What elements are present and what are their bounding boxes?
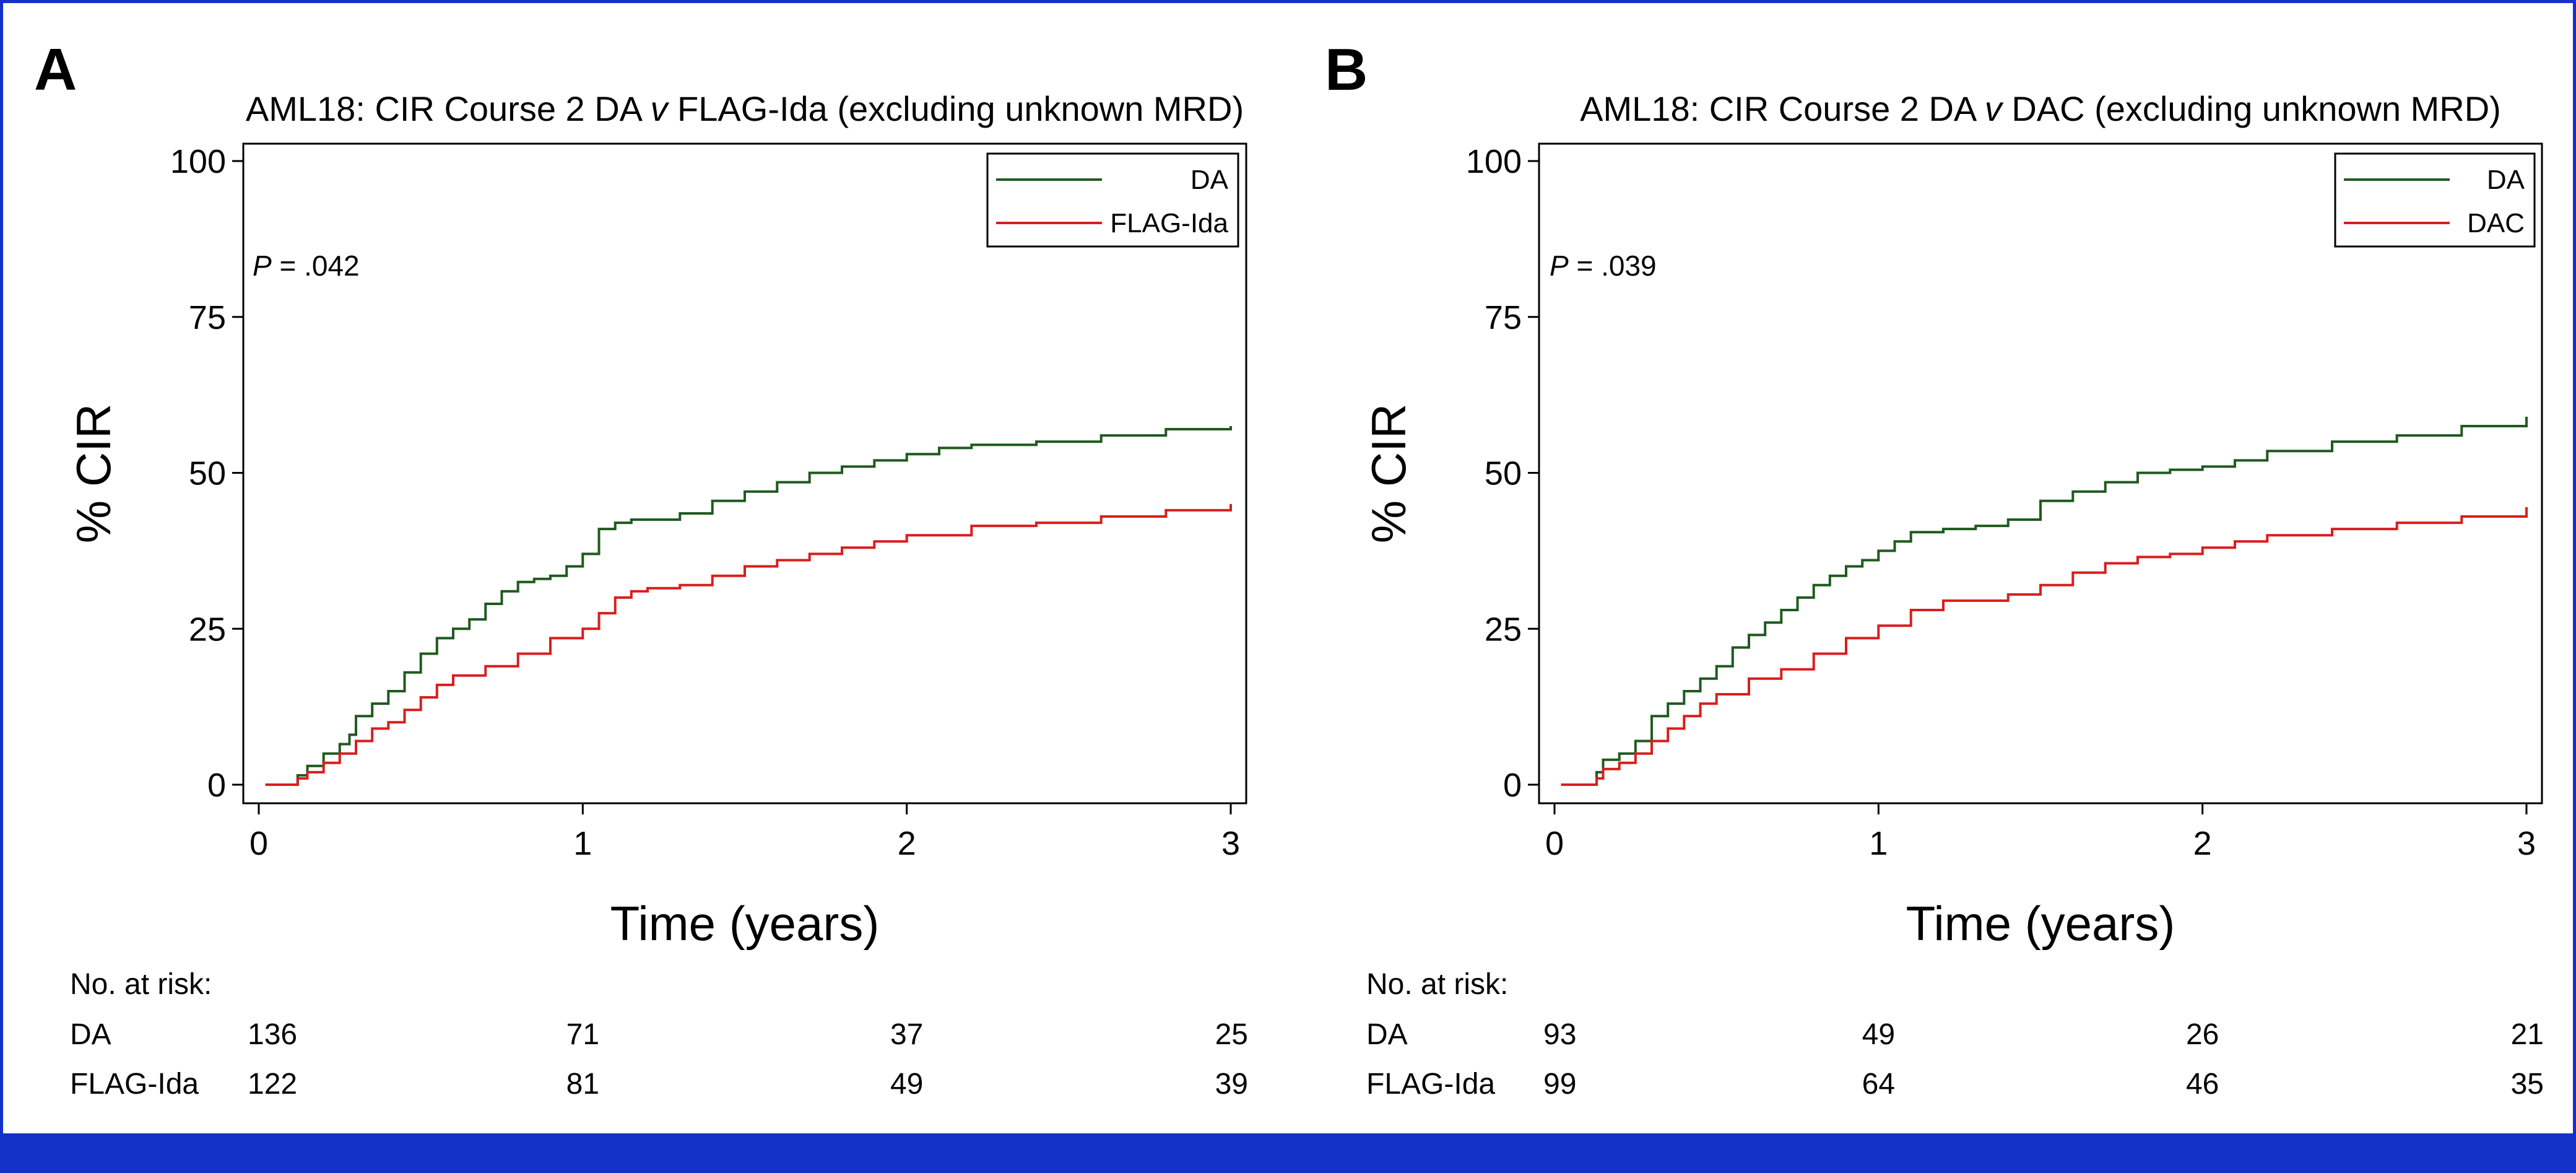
x-axis-title: Time (years) xyxy=(610,896,880,951)
risk-table-header: No. at risk: xyxy=(70,968,212,1001)
risk-cell: 81 xyxy=(566,1068,599,1101)
panel-letter: B xyxy=(1325,37,1368,103)
legend-label: DA xyxy=(2487,165,2525,195)
risk-cell: 35 xyxy=(2511,1068,2544,1101)
p-value-symbol: P xyxy=(1550,250,1569,282)
p-value-number: = .039 xyxy=(1569,250,1657,282)
x-tick-label: 2 xyxy=(898,825,916,862)
risk-row-label: DA xyxy=(70,1018,111,1051)
risk-cell: 93 xyxy=(1543,1018,1576,1051)
y-tick-label: 50 xyxy=(189,455,226,492)
legend-box xyxy=(986,152,1239,248)
p-value-number: = .042 xyxy=(272,250,360,282)
chart-title-suffix: FLAG-Ida (excluding unknown MRD) xyxy=(668,89,1244,128)
chart-panel-a: A AML18: CIR Course 2 DA v FLAG-Ida (excl… xyxy=(34,37,1248,1101)
chart-title-suffix: DAC (excluding unknown MRD) xyxy=(2002,89,2501,128)
risk-cell: 99 xyxy=(1543,1068,1576,1101)
risk-cell: 49 xyxy=(890,1068,923,1101)
risk-cell: 136 xyxy=(248,1018,297,1051)
risk-row-label: DA xyxy=(1366,1018,1408,1051)
chart-title-prefix: AML18: CIR Course 2 DA xyxy=(1580,89,1985,128)
y-tick-label: 0 xyxy=(1503,767,1522,804)
legend-box xyxy=(2334,152,2536,248)
x-tick-label: 3 xyxy=(2517,825,2536,862)
y-tick-label: 0 xyxy=(207,767,226,804)
risk-cell: 122 xyxy=(248,1068,297,1101)
panel-letter: A xyxy=(34,37,77,103)
x-axis-title: Time (years) xyxy=(1906,896,2175,951)
chart-title-italic: v xyxy=(651,89,670,128)
p-value-label: P = .039 xyxy=(1550,250,1657,282)
chart-title: AML18: CIR Course 2 DA v FLAG-Ida (exclu… xyxy=(246,89,1244,128)
y-axis-title: % CIR xyxy=(66,404,121,543)
p-value-symbol: P xyxy=(253,250,272,282)
risk-cell: 39 xyxy=(1215,1068,1248,1101)
y-tick-label: 100 xyxy=(1466,143,1522,180)
y-axis-title: % CIR xyxy=(1361,404,1416,543)
x-tick-label: 0 xyxy=(1545,825,1564,862)
risk-cell: 71 xyxy=(566,1018,599,1051)
risk-cell: 49 xyxy=(1862,1018,1895,1051)
x-tick-label: 0 xyxy=(249,825,268,862)
p-value-label: P = .042 xyxy=(253,250,360,282)
x-tick-label: 2 xyxy=(2193,825,2212,862)
risk-cell: 25 xyxy=(1215,1018,1248,1051)
legend-label: DA xyxy=(1190,165,1229,195)
risk-cell: 26 xyxy=(2186,1018,2219,1051)
x-tick-label: 3 xyxy=(1221,825,1240,862)
y-tick-label: 75 xyxy=(189,299,226,336)
chart-panel-b: B AML18: CIR Course 2 DA v DAC (excluding… xyxy=(1325,37,2544,1101)
legend-label: DAC xyxy=(2467,208,2525,238)
risk-cell: 21 xyxy=(2511,1018,2544,1051)
series-line-flag-ida xyxy=(265,504,1232,786)
legend-label: FLAG-Ida xyxy=(1110,208,1228,238)
risk-row-label: FLAG-Ida xyxy=(1366,1068,1495,1101)
chart-title: AML18: CIR Course 2 DA v DAC (excluding … xyxy=(1580,89,2501,128)
risk-cell: 37 xyxy=(890,1018,923,1051)
y-tick-label: 50 xyxy=(1485,455,1522,492)
risk-table-header: No. at risk: xyxy=(1366,968,1508,1001)
x-tick-label: 1 xyxy=(1869,825,1888,862)
series-line-da xyxy=(1561,416,2528,786)
series-line-dac xyxy=(1561,507,2528,786)
y-tick-label: 25 xyxy=(189,611,226,648)
y-tick-label: 100 xyxy=(170,143,226,180)
risk-cell: 46 xyxy=(2186,1068,2219,1101)
chart-title-prefix: AML18: CIR Course 2 DA xyxy=(246,89,651,128)
risk-row-label: FLAG-Ida xyxy=(70,1068,199,1101)
risk-cell: 64 xyxy=(1862,1068,1895,1101)
series-line-da xyxy=(265,426,1232,786)
bottom-bar xyxy=(0,1133,2576,1173)
x-tick-label: 1 xyxy=(573,825,592,862)
y-tick-label: 75 xyxy=(1485,299,1522,336)
y-tick-label: 25 xyxy=(1485,611,1522,648)
chart-title-italic: v xyxy=(1985,89,2004,128)
